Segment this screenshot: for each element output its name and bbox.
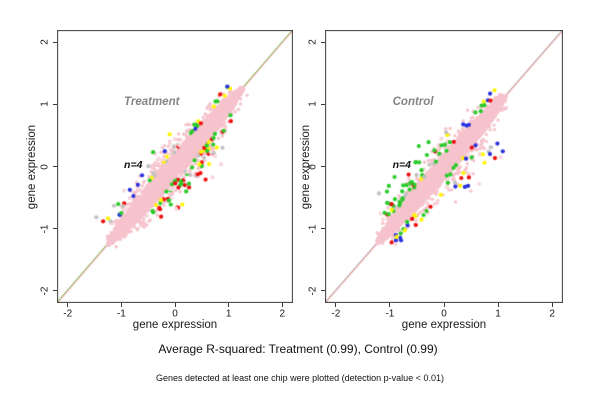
x-tick-label: 0 <box>441 308 447 320</box>
y-axis-title-control: gene expression <box>300 124 312 210</box>
x-axis-title-treatment: gene expression <box>132 319 218 331</box>
y-tick-label: -2 <box>307 286 319 296</box>
caption-detection-note: Genes detected at least one chip were pl… <box>156 373 444 383</box>
panel-label-treatment: Treatment <box>124 95 180 108</box>
n-annotation-control: n=4 <box>392 159 411 172</box>
x-tick <box>389 303 391 307</box>
y-tick <box>53 166 57 167</box>
x-axis-title-control: gene expression <box>401 319 487 331</box>
x-tick-label: 0 <box>172 308 178 320</box>
scatter-canvas-treatment <box>57 30 293 303</box>
y-tick-label: 2 <box>307 39 319 46</box>
x-tick <box>443 303 445 307</box>
y-tick <box>321 228 325 230</box>
y-axis-title-treatment: gene expression <box>26 124 38 210</box>
x-tick-label: 2 <box>549 308 555 320</box>
x-tick-label: -1 <box>116 308 126 320</box>
y-tick <box>53 228 57 230</box>
y-tick-label: 2 <box>39 39 51 46</box>
y-tick-label: 1 <box>39 101 51 108</box>
x-tick <box>335 303 337 307</box>
x-tick-label: -2 <box>331 308 341 320</box>
y-tick-label: -1 <box>307 224 319 233</box>
y-tick <box>321 290 325 292</box>
y-tick-label: 0 <box>39 163 51 170</box>
n-annotation-treatment: n=4 <box>124 159 143 172</box>
panel-control: Control n=4 -2 -2 -1 -1 0 0 1 1 2 2 <box>308 30 563 320</box>
x-tick <box>228 303 230 307</box>
y-tick <box>321 41 325 43</box>
y-tick-label: -1 <box>39 224 51 233</box>
x-tick <box>67 303 69 307</box>
panel-treatment: Treatment n=4 -2 -2 -1 -1 0 0 1 1 2 2 <box>40 30 293 320</box>
scatter-canvas-control <box>325 30 563 303</box>
y-tick-label: -2 <box>39 286 51 296</box>
panel-label-control: Control <box>392 95 434 108</box>
x-tick-label: 1 <box>495 308 501 320</box>
x-tick <box>497 303 499 307</box>
y-tick-label: 1 <box>307 101 319 108</box>
y-tick <box>321 103 325 105</box>
x-tick <box>281 303 283 307</box>
x-tick <box>174 303 176 307</box>
caption-r-squared: Average R-squared: Treatment (0.99), Con… <box>158 342 438 356</box>
y-tick <box>53 290 57 292</box>
x-tick-label: 2 <box>279 308 286 320</box>
y-tick <box>321 166 325 167</box>
y-tick <box>53 103 57 105</box>
x-tick <box>551 303 553 307</box>
x-tick-label: 1 <box>225 308 232 320</box>
y-tick <box>53 41 57 43</box>
x-tick-label: -2 <box>63 308 73 320</box>
x-tick <box>120 303 122 307</box>
x-tick-label: -1 <box>385 308 395 320</box>
